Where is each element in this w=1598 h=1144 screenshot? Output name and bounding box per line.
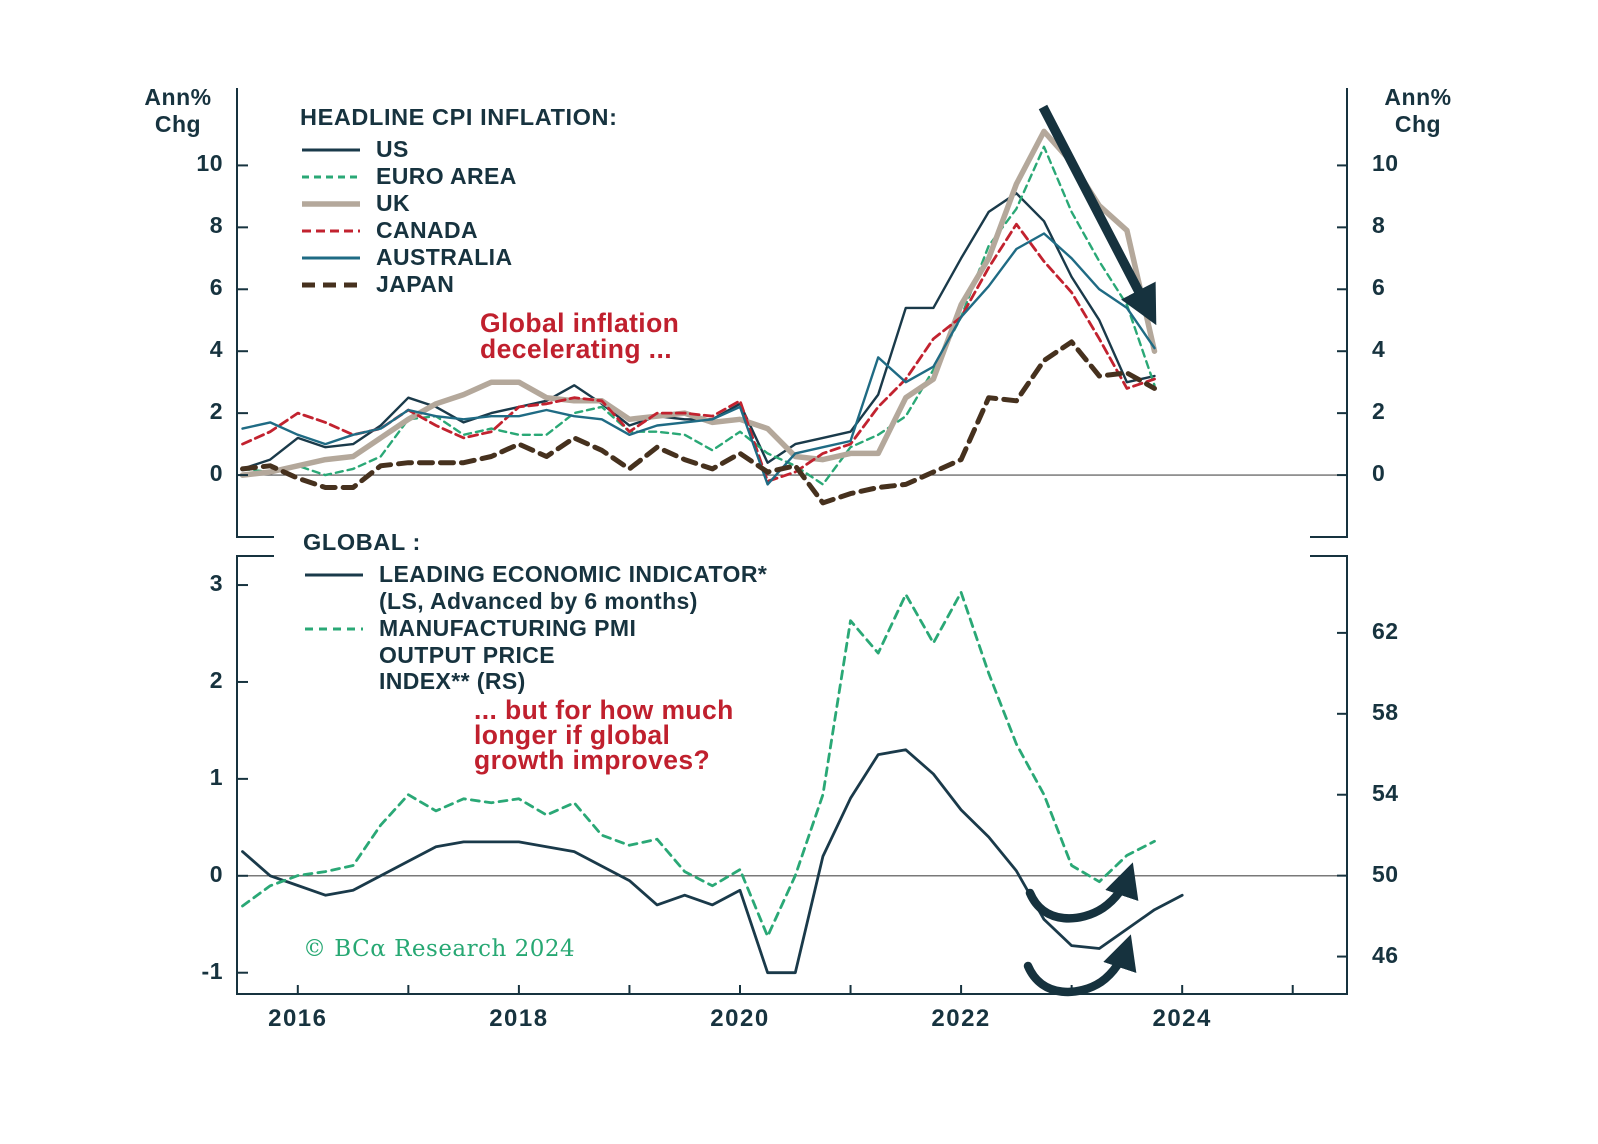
copyright-notice: © BCα Research 2024 [303, 936, 576, 962]
legend-item-uk: UK [300, 190, 618, 217]
top-panel-left-axis [236, 88, 238, 537]
y-tick-right: 2 [1372, 398, 1386, 425]
legend-sample-lei-icon [305, 573, 363, 577]
y-tick-right: 10 [1372, 150, 1399, 177]
right-axis-caption-line2: Chg [1394, 111, 1442, 137]
legend-label-canada: CANADA [376, 217, 479, 244]
legend-item-us: US [300, 136, 618, 163]
y-tick-right: 46 [1372, 941, 1399, 968]
legend-item-australia: AUSTRALIA [300, 244, 618, 271]
legend-sample-euro-area-icon [302, 175, 360, 178]
right-axis-caption: Ann% Chg [1368, 84, 1468, 138]
cpi-legend-title: HEADLINE CPI INFLATION: [300, 104, 618, 130]
y-tick-right: 8 [1372, 212, 1386, 239]
bottom-panel-right-axis [1346, 555, 1348, 995]
annotation-line: growth improves? [474, 745, 711, 775]
cpi-inflation-plot [237, 128, 1348, 506]
bottom-panel-left-axis [236, 555, 238, 995]
annotation-line: ... but for how much [474, 695, 734, 725]
x-tick-label: 2022 [931, 1005, 991, 1032]
left-axis-caption: Ann% Chg [128, 84, 228, 138]
top-panel-right-axis [1346, 88, 1348, 537]
annotation-line: Global inflation [480, 308, 680, 338]
legend-sample-canada-icon [302, 229, 360, 232]
legend-sample-uk-icon [302, 200, 360, 207]
y-tick-right: 58 [1372, 698, 1399, 725]
cpi-legend: HEADLINE CPI INFLATION: US EURO AREA UK CAN… [300, 104, 618, 298]
y-tick-right: 0 [1372, 460, 1386, 487]
cpi-legend-items: US EURO AREA UK CANADA AUSTRALIA JAPAN [300, 136, 618, 298]
y-tick-left: 2 [209, 666, 223, 693]
legend-label-euro-area: EURO AREA [376, 163, 517, 190]
annotation-line: longer if global [474, 720, 671, 750]
legend-label-lei: LEADING ECONOMIC INDICATOR* (LS, Advanced… [379, 561, 768, 614]
panel-break-stub [1310, 555, 1348, 557]
left-axis-caption-line1: Ann% [144, 84, 212, 110]
y-tick-left: 8 [209, 212, 223, 239]
y-tick-right: 62 [1372, 617, 1399, 644]
legend-sample-us-icon [302, 148, 360, 151]
panel-break-stub [236, 555, 274, 557]
legend-item-pmi: MANUFACTURING PMI OUTPUT PRICE INDEX** (RS… [303, 615, 767, 695]
series-lei [241, 748, 1184, 975]
series-uk [239, 128, 1158, 478]
x-tick-label: 2024 [1152, 1005, 1212, 1032]
y-tick-left: 0 [209, 460, 223, 487]
legend-label-us: US [376, 136, 409, 163]
legend-item-japan: JAPAN [300, 271, 618, 298]
series-australia [241, 232, 1156, 486]
global-legend-title: GLOBAL : [303, 529, 421, 555]
y-tick-left: 0 [209, 860, 223, 887]
right-axis-caption-line1: Ann% [1384, 84, 1452, 110]
legend-sample-pmi-icon [305, 627, 363, 631]
legend-label-uk: UK [376, 190, 411, 217]
legend-item-lei: LEADING ECONOMIC INDICATOR* (LS, Advanced… [303, 561, 767, 614]
y-tick-left: -1 [201, 957, 223, 984]
legend-item-euro-area: EURO AREA [300, 163, 618, 190]
legend-label-japan: JAPAN [376, 271, 455, 298]
legend-sample-japan-icon [302, 282, 360, 287]
y-tick-left: 10 [196, 150, 223, 177]
bottom-x-axis [236, 993, 1348, 995]
legend-sample-australia-icon [302, 256, 360, 259]
y-tick-left: 4 [209, 336, 223, 363]
legend-item-canada: CANADA [300, 217, 618, 244]
legend-label-pmi: MANUFACTURING PMI OUTPUT PRICE INDEX** (RS… [379, 615, 637, 694]
y-tick-right: 6 [1372, 274, 1386, 301]
series-pmi [241, 591, 1156, 938]
annotation-inflation-decelerating: Global inflation decelerating ... [480, 308, 680, 364]
y-tick-right: 4 [1372, 336, 1386, 363]
series-japan [240, 339, 1157, 506]
y-tick-left: 2 [209, 398, 223, 425]
y-tick-left: 3 [209, 570, 223, 597]
global-indicator-plot [237, 584, 1348, 995]
legend-label-australia: AUSTRALIA [376, 244, 513, 271]
y-tick-left: 1 [209, 763, 223, 790]
annotation-growth-question: ... but for how much longer if global gr… [474, 695, 734, 775]
y-tick-left: 6 [209, 274, 223, 301]
annotation-line: decelerating ... [480, 334, 672, 364]
global-legend: GLOBAL : LEADING ECONOMIC INDICATOR* (LS,… [303, 529, 767, 696]
x-tick-label: 2018 [489, 1005, 549, 1032]
panel-break-stub [236, 536, 274, 538]
left-axis-caption-line2: Chg [154, 111, 202, 137]
y-tick-right: 50 [1372, 860, 1399, 887]
panel-break-stub [1310, 536, 1348, 538]
x-tick-label: 2020 [710, 1005, 770, 1032]
y-tick-right: 54 [1372, 779, 1399, 806]
global-legend-items: LEADING ECONOMIC INDICATOR* (LS, Advanced… [303, 561, 767, 695]
x-tick-label: 2016 [268, 1005, 328, 1032]
